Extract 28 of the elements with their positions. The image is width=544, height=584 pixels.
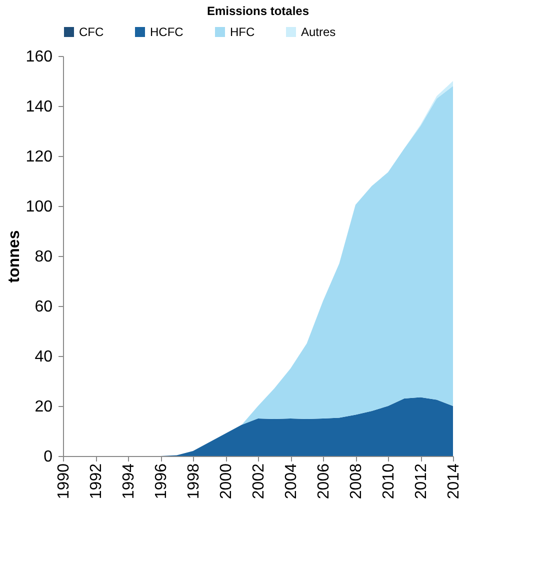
y-tick-label: 60 bbox=[34, 298, 53, 316]
y-tick-label: 120 bbox=[26, 148, 53, 166]
chart-title: Emissions totales bbox=[206, 4, 310, 18]
x-tick-label: 1994 bbox=[120, 463, 138, 500]
x-tick-label: 2002 bbox=[250, 463, 268, 500]
y-tick-label: 80 bbox=[34, 248, 53, 266]
y-tick-label: 140 bbox=[26, 98, 53, 116]
legend-label: HCFC bbox=[150, 25, 184, 39]
y-tick-label: 100 bbox=[26, 198, 53, 216]
x-tick-label: 2012 bbox=[413, 463, 430, 500]
y-tick-label: 20 bbox=[34, 398, 53, 416]
y-tick-label: 40 bbox=[34, 348, 53, 366]
x-tick-label: 2000 bbox=[218, 463, 235, 500]
y-axis-title: tonnes bbox=[6, 230, 23, 283]
legend-label: CFC bbox=[79, 25, 104, 39]
x-tick-label: 2014 bbox=[446, 463, 462, 500]
x-tick-label: 1996 bbox=[153, 463, 170, 500]
y-tick-label: 0 bbox=[44, 448, 53, 466]
x-tick-label: 1992 bbox=[88, 463, 105, 500]
x-tick-label: 2010 bbox=[380, 463, 398, 500]
x-tick-label: 2008 bbox=[348, 463, 365, 500]
legend-label: HFC bbox=[230, 25, 255, 39]
legend-label: Autres bbox=[301, 25, 336, 39]
x-tick-label: 2004 bbox=[283, 463, 300, 500]
y-tick-label: 160 bbox=[26, 48, 53, 66]
x-tick-label: 1990 bbox=[56, 463, 72, 500]
x-tick-label: 1998 bbox=[186, 463, 202, 500]
x-tick-label: 2006 bbox=[316, 463, 332, 500]
